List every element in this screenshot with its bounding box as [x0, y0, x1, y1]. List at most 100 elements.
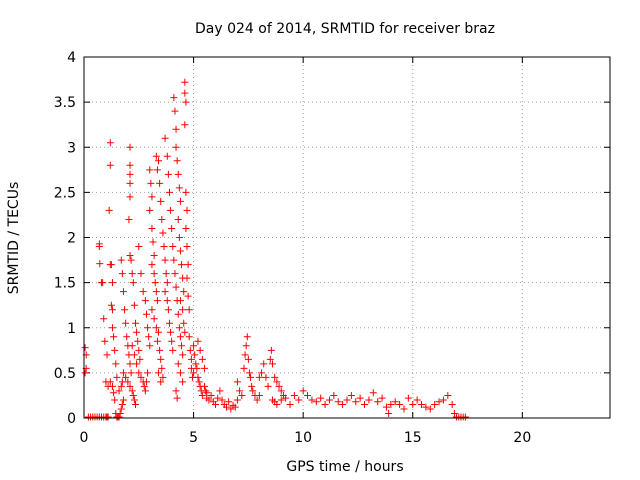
data-point	[169, 243, 177, 251]
data-point	[148, 306, 156, 314]
data-point	[101, 337, 109, 345]
data-point	[169, 346, 177, 354]
data-point	[106, 139, 114, 147]
plot-frame	[83, 56, 611, 419]
data-point	[176, 197, 184, 205]
data-point	[173, 394, 181, 402]
data-point	[150, 252, 158, 260]
data-point	[110, 389, 118, 397]
data-point	[426, 405, 434, 413]
data-point	[108, 382, 116, 390]
data-point	[404, 394, 412, 402]
data-point	[165, 319, 173, 327]
data-point	[172, 125, 180, 133]
data-point	[312, 398, 320, 406]
data-point	[158, 364, 166, 372]
x-axis-label: GPS time / hours	[286, 459, 403, 475]
data-point	[172, 387, 180, 395]
data-point	[163, 279, 171, 287]
data-point	[142, 378, 150, 386]
data-point	[176, 297, 184, 305]
grid	[84, 57, 610, 418]
data-point	[170, 94, 178, 102]
data-point	[201, 382, 209, 390]
data-point	[173, 157, 181, 165]
data-point	[271, 373, 279, 381]
data-point	[174, 360, 182, 368]
data-point	[194, 373, 202, 381]
data-point	[127, 256, 135, 264]
data-point	[175, 184, 183, 192]
data-point	[190, 369, 198, 377]
data-point	[133, 360, 141, 368]
data-point	[95, 243, 103, 251]
data-point	[111, 346, 119, 354]
data-point	[347, 391, 355, 399]
data-point	[391, 398, 399, 406]
data-point	[181, 328, 189, 336]
data-point	[182, 224, 190, 232]
data-point	[205, 396, 213, 404]
data-point	[122, 373, 130, 381]
data-point	[374, 398, 382, 406]
data-point	[196, 346, 204, 354]
data-point	[299, 387, 307, 395]
data-point	[100, 315, 108, 323]
y-tick-label: 3.5	[54, 95, 76, 111]
data-point	[185, 306, 193, 314]
data-point	[286, 400, 294, 408]
data-point	[183, 243, 191, 251]
data-points	[81, 78, 469, 421]
data-point	[133, 328, 141, 336]
data-point	[126, 170, 134, 178]
data-point	[361, 400, 369, 408]
data-point	[249, 387, 257, 395]
data-point	[117, 256, 125, 264]
data-point	[365, 396, 373, 404]
data-point	[181, 121, 189, 129]
data-point	[260, 360, 268, 368]
y-tick-label: 1.5	[54, 276, 76, 292]
data-point	[266, 355, 274, 363]
data-point	[248, 382, 256, 390]
data-point	[245, 369, 253, 377]
x-tick-label: 5	[189, 430, 198, 446]
data-point	[135, 243, 143, 251]
data-point	[179, 378, 187, 386]
data-point	[113, 373, 121, 381]
data-point	[174, 215, 182, 223]
data-point	[176, 247, 184, 255]
data-point	[207, 391, 215, 399]
y-tick-label: 2	[67, 231, 76, 247]
data-point	[130, 396, 138, 404]
data-point	[128, 270, 136, 278]
data-point	[160, 243, 168, 251]
data-point	[129, 391, 137, 399]
data-point	[201, 364, 209, 372]
data-point	[146, 206, 154, 214]
data-point	[409, 400, 417, 408]
data-point	[121, 306, 129, 314]
data-point	[253, 396, 261, 404]
data-point	[165, 188, 173, 196]
data-point	[170, 256, 178, 264]
data-point	[179, 306, 187, 314]
data-point	[158, 215, 166, 223]
data-point	[264, 382, 272, 390]
data-point	[155, 369, 163, 377]
data-point	[116, 409, 124, 417]
data-point	[290, 391, 298, 399]
data-point	[157, 355, 165, 363]
data-point	[273, 400, 281, 408]
data-point	[123, 333, 131, 341]
data-point	[330, 391, 338, 399]
data-point	[105, 206, 113, 214]
data-point	[387, 400, 395, 408]
data-point	[132, 319, 140, 327]
data-point	[119, 396, 127, 404]
data-point	[198, 391, 206, 399]
data-point	[167, 206, 175, 214]
y-axis-label: SRMTID / TECUs	[6, 182, 22, 295]
data-point	[190, 342, 198, 350]
